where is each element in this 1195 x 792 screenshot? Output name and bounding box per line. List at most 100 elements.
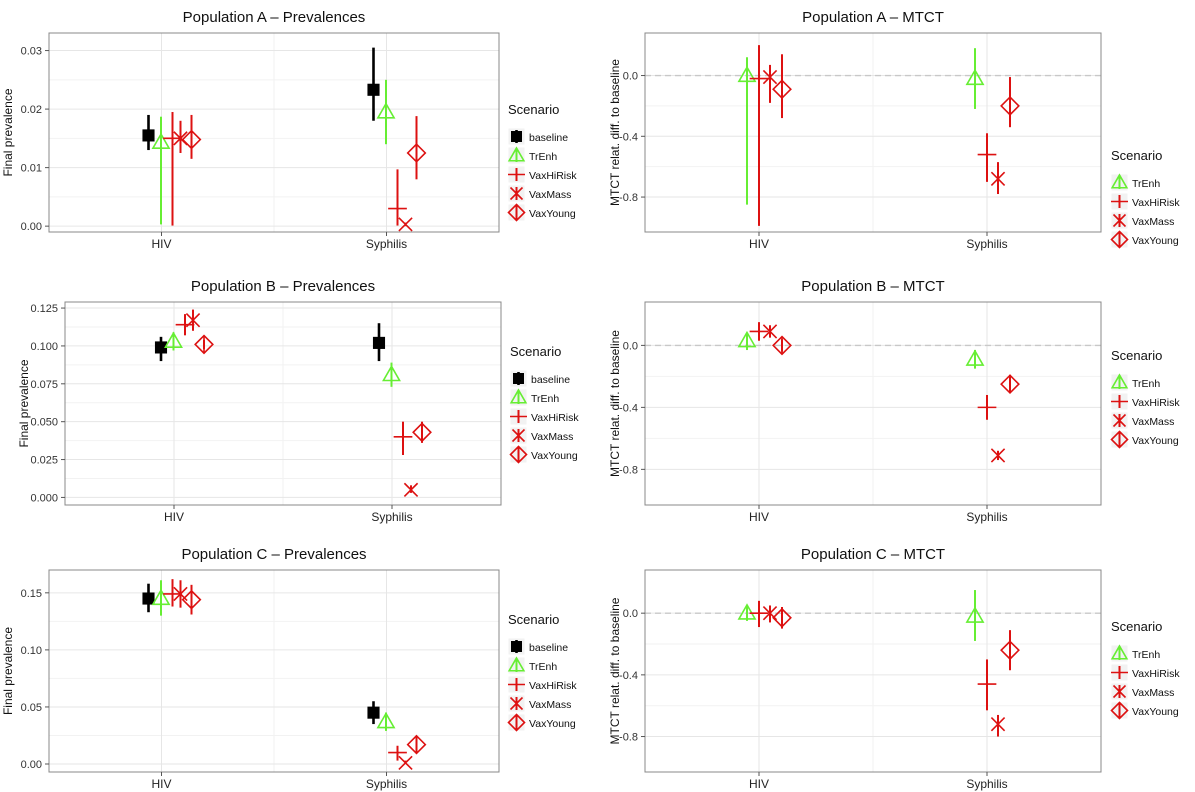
legend-title: Scenario [1111, 348, 1162, 363]
y-tick-label: 0.0 [623, 608, 638, 620]
marker-VaxMass-b [173, 131, 188, 146]
marker-VaxMass [990, 171, 1006, 186]
data-point-VaxMass [398, 217, 413, 232]
legend-item-VaxHiRisk: VaxHiRisk [1132, 397, 1180, 409]
panel-title: Population B – Prevalences [191, 278, 375, 295]
marker-VaxMass [762, 69, 778, 85]
panel-3: Population B – Prevalences 0.000 0.025 0.05… [17, 278, 579, 524]
legend-marker-VaxYoung [509, 445, 528, 464]
panel-border [644, 569, 1102, 773]
marker-VaxMass [398, 755, 413, 771]
y-tick-label: -0.8 [619, 732, 638, 744]
data-point-VaxYoung [181, 114, 202, 159]
marker-VaxMass [762, 324, 778, 339]
marker-VaxYoung [1000, 95, 1020, 116]
marker-VaxYoung [181, 129, 202, 150]
legend-marker-VaxMass-b [1112, 684, 1127, 699]
legend-marker-TrEnh [1110, 373, 1129, 389]
legend-marker-baseline [511, 131, 522, 142]
marker-VaxYoung [772, 335, 792, 356]
panel-title: Population B – MTCT [801, 278, 944, 295]
legend-item-baseline: baseline [529, 642, 568, 654]
marker-VaxMass-b [990, 171, 1006, 186]
marker-TrEnh [376, 102, 396, 119]
marker-VaxMass-b [185, 313, 201, 328]
legend-item-VaxYoung: VaxYoung [1132, 435, 1179, 447]
legend-marker-VaxMass [511, 428, 526, 443]
legend-item-TrEnh: TrEnh [531, 393, 559, 405]
marker-VaxMass-b [398, 755, 413, 771]
y-axis-label: MTCT relat. diff. to baseline [608, 597, 622, 744]
panel-title: Population A – Prevalences [183, 9, 366, 26]
y-tick-label: -0.4 [619, 402, 638, 414]
x-tick-label: Syphilis [366, 237, 407, 251]
y-tick-label: -0.8 [619, 464, 638, 476]
marker-VaxMass [398, 217, 413, 232]
y-tick-label: 0.05 [21, 702, 42, 714]
data-point-VaxMass [185, 309, 201, 331]
x-tick-label: HIV [749, 777, 769, 791]
legend-marker-VaxMass [509, 696, 524, 711]
data-point-TrEnh [737, 330, 757, 351]
legend-marker-TrEnh [507, 146, 526, 162]
data-point-VaxMass [403, 482, 419, 498]
y-tick-label: 0.050 [30, 417, 58, 429]
data-point-VaxYoung [772, 335, 792, 356]
y-axis-label: Final prevalence [1, 627, 15, 715]
legend-item-baseline: baseline [529, 132, 568, 144]
marker-VaxMass [185, 313, 201, 328]
marker-baseline [142, 592, 155, 605]
data-point-VaxYoung [181, 584, 202, 615]
legend-item-VaxYoung: VaxYoung [1132, 235, 1179, 247]
y-tick-label: 0.10 [21, 645, 42, 657]
marker-VaxYoung [406, 734, 427, 755]
marker-VaxMass-b [403, 482, 419, 498]
legend-item-baseline: baseline [531, 374, 570, 386]
marker-VaxYoung [772, 607, 792, 628]
y-axis-label: Final prevalence [17, 359, 31, 447]
marker-VaxMass [990, 448, 1006, 463]
legend-marker-baseline [511, 641, 522, 652]
legend-item-VaxHiRisk: VaxHiRisk [1132, 197, 1180, 209]
data-point-VaxHiRisk [388, 169, 407, 226]
data-point-TrEnh [737, 603, 757, 621]
marker-VaxMass-b [990, 448, 1006, 463]
marker-TrEnh [737, 330, 757, 348]
panel-border [48, 32, 500, 233]
legend-marker-VaxMass-b [509, 696, 524, 711]
marker-TrEnh [965, 606, 985, 623]
data-point-TrEnh [965, 48, 985, 109]
legend-marker-TrEnh [1110, 644, 1129, 660]
x-tick-label: Syphilis [966, 237, 1007, 251]
legend-marker-baseline [513, 373, 524, 384]
legend-marker-VaxYoung [507, 203, 526, 222]
y-tick-label: 0.0 [623, 340, 638, 352]
data-point-VaxHiRisk [977, 394, 997, 420]
marker-VaxYoung [194, 334, 214, 355]
data-point-VaxMass [398, 755, 413, 771]
legend-marker-VaxMass [1112, 684, 1127, 699]
data-point-baseline [372, 323, 386, 362]
legend-item-VaxYoung: VaxYoung [531, 450, 578, 462]
panel-border [64, 301, 502, 506]
x-tick-label: Syphilis [366, 777, 407, 791]
legend-item-VaxYoung: VaxYoung [529, 208, 576, 220]
marker-VaxYoung [772, 79, 792, 100]
legend-item-TrEnh: TrEnh [529, 661, 557, 673]
data-point-TrEnh [151, 580, 171, 616]
legend-title: Scenario [508, 612, 559, 627]
marker-VaxYoung [1000, 374, 1020, 395]
legend: Scenario TrEnh VaxHiRisk VaxMass VaxYoung [1110, 348, 1180, 449]
marker-baseline [367, 706, 380, 719]
data-point-VaxHiRisk [393, 421, 413, 456]
data-point-VaxYoung [772, 54, 792, 119]
data-point-TrEnh [151, 116, 171, 225]
legend-title: Scenario [508, 102, 559, 117]
data-point-VaxYoung [412, 421, 432, 443]
y-tick-label: 0.025 [30, 455, 58, 467]
legend-item-VaxYoung: VaxYoung [529, 718, 576, 730]
data-point-VaxHiRisk [163, 112, 182, 226]
data-point-VaxMass [990, 448, 1006, 463]
data-point-VaxYoung [406, 734, 427, 755]
